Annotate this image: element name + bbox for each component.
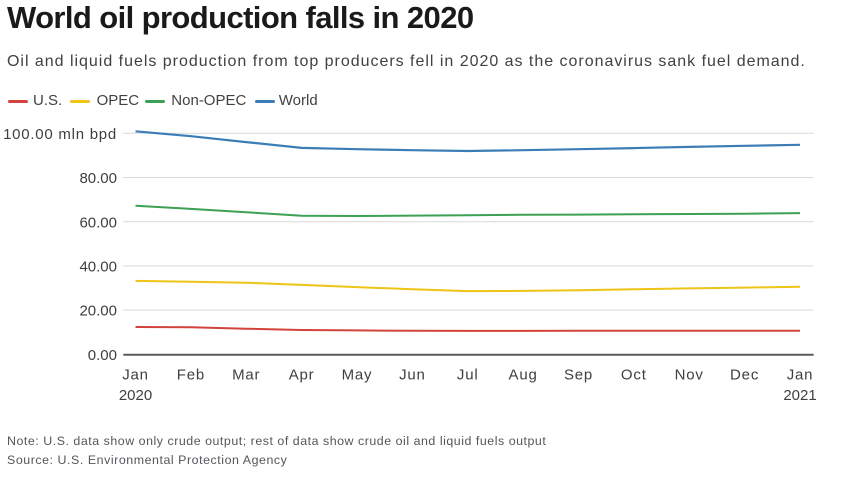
svg-text:40.00: 40.00 [79,259,117,276]
svg-text:Jun: Jun [399,366,426,383]
svg-text:Jan: Jan [787,366,814,383]
svg-text:Feb: Feb [177,366,205,383]
svg-text:20.00: 20.00 [79,303,117,320]
svg-text:Jul: Jul [457,366,479,383]
svg-text:2020: 2020 [119,387,152,404]
svg-text:Mar: Mar [232,366,260,383]
svg-text:Aug: Aug [509,366,538,383]
svg-text:100.00 mln bpd: 100.00 mln bpd [3,126,117,143]
svg-text:Sep: Sep [564,366,593,383]
svg-text:80.00: 80.00 [79,170,117,187]
svg-text:Nov: Nov [675,366,704,383]
svg-text:May: May [342,366,373,383]
svg-text:60.00: 60.00 [79,214,117,231]
svg-text:Oct: Oct [621,366,647,383]
svg-text:0.00: 0.00 [88,347,117,364]
svg-text:2021: 2021 [783,387,816,404]
svg-text:Jan: Jan [122,366,149,383]
svg-text:Apr: Apr [289,366,315,383]
svg-text:Dec: Dec [730,366,759,383]
